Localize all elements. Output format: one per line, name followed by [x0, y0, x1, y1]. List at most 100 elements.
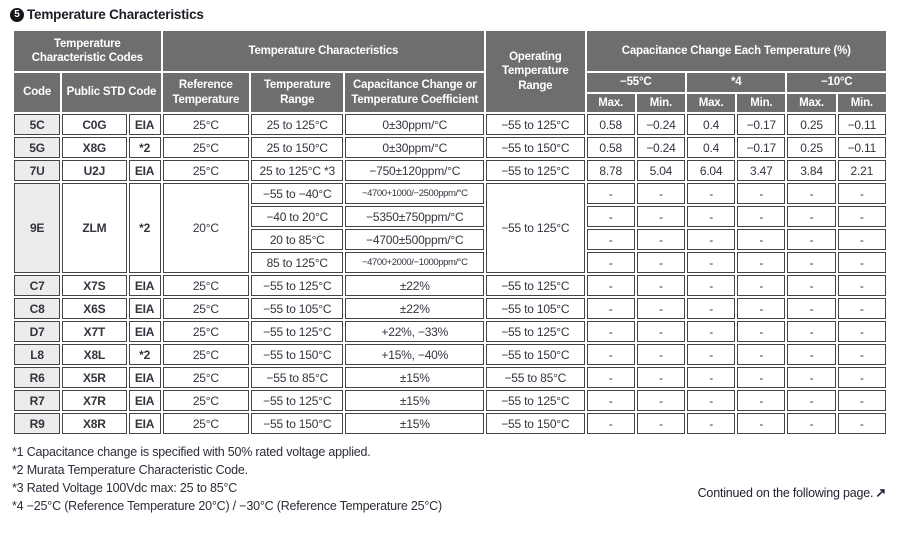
table-cell: -	[586, 298, 635, 319]
table-row: 5G X8G *2 25°C 25 to 150°C 0±30ppm/°C −55 to 1…	[14, 137, 886, 158]
table-cell: EIA	[128, 413, 161, 434]
table-cell: EIA	[128, 390, 161, 411]
table-cell: -	[686, 390, 736, 411]
table-row: D7 X7T EIA 25°C −55 to 125°C +22%, −33% −55 to…	[14, 321, 886, 342]
temperature-characteristics-table: Temperature Characteristic Codes Tempera…	[12, 29, 888, 436]
table-cell: -	[686, 229, 736, 250]
code-cell: C7	[14, 275, 61, 296]
table-cell: 25°C	[162, 367, 250, 388]
table-cell: 0.25	[787, 137, 836, 158]
table-cell: 5.04	[636, 160, 685, 181]
table-cell: -	[737, 321, 786, 342]
table-cell: 25 to 125°C *3	[251, 160, 344, 181]
table-cell: X7S	[62, 275, 127, 296]
table-cell: -	[737, 413, 786, 434]
table-row: L8 X8L *2 25°C −55 to 150°C +15%, −40% −55 to …	[14, 344, 886, 365]
header-col-minus55: −55°C	[586, 73, 685, 92]
table-cell: -	[686, 344, 736, 365]
table-cell: 20°C	[162, 183, 250, 273]
table-cell: -	[586, 367, 635, 388]
table-cell: -	[636, 321, 685, 342]
table-cell: -	[686, 183, 736, 204]
table-cell: −4700+2000/−1000ppm/°C	[345, 252, 485, 273]
header-max-1: Max.	[586, 94, 635, 112]
table-cell: −40 to 20°C	[251, 206, 344, 227]
table-cell: −55 to 125°C	[486, 183, 585, 273]
table-cell: -	[737, 298, 786, 319]
header-temp-characteristics: Temperature Characteristics	[162, 31, 485, 71]
table-cell: -	[737, 344, 786, 365]
table-row: 85 to 125°C −4700+2000/−1000ppm/°C - - - - - -	[14, 252, 886, 273]
table-cell: EIA	[128, 298, 161, 319]
table-cell: -	[586, 229, 635, 250]
table-cell: -	[837, 298, 886, 319]
table-cell: −55 to 125°C	[251, 390, 344, 411]
table-cell: *2	[128, 183, 161, 273]
footnote-1: *1 Capacitance change is specified with …	[12, 445, 371, 459]
table-row: 9E ZLM *2 20°C −55 to −40°C −4700+1000/−2500p…	[14, 183, 886, 273]
table-cell: -	[787, 413, 836, 434]
table-cell: -	[636, 229, 685, 250]
table-cell: X8G	[62, 137, 127, 158]
table-cell: 0±30ppm/°C	[345, 114, 485, 135]
table-cell: −55 to 150°C	[486, 344, 585, 365]
header-col-star4: *4	[686, 73, 786, 92]
table-cell: ±22%	[345, 275, 485, 296]
table-cell: 0.25	[787, 114, 836, 135]
table-cell: -	[686, 367, 736, 388]
table-cell: -	[636, 367, 685, 388]
arrow-up-right-icon: ↗	[875, 485, 886, 500]
table-row: R9 X8R EIA 25°C −55 to 150°C ±15% −55 to 150°C…	[14, 413, 886, 434]
table-cell: 25°C	[162, 275, 250, 296]
table-cell: EIA	[128, 160, 161, 181]
table-cell: −55 to 85°C	[251, 367, 344, 388]
table-cell: -	[586, 390, 635, 411]
code-cell: D7	[14, 321, 61, 342]
table-cell: 25 to 125°C	[251, 114, 344, 135]
table-cell: 25°C	[162, 160, 250, 181]
table-cell: 0.4	[686, 137, 736, 158]
table-cell: -	[737, 367, 786, 388]
table-row: 20 to 85°C −4700±500ppm/°C - - - - - -	[14, 229, 886, 250]
table-cell: -	[837, 344, 886, 365]
table-cell: -	[586, 413, 635, 434]
table-cell: 25 to 150°C	[251, 137, 344, 158]
table-cell: -	[737, 252, 786, 273]
header-max-3: Max.	[787, 94, 836, 112]
table-cell: -	[636, 206, 685, 227]
table-cell: -	[636, 298, 685, 319]
table-cell: -	[837, 275, 886, 296]
table-cell: -	[737, 206, 786, 227]
header-min-3: Min.	[837, 94, 886, 112]
table-cell: -	[737, 390, 786, 411]
table-cell: -	[787, 229, 836, 250]
table-cell: 25°C	[162, 344, 250, 365]
table-cell: 25°C	[162, 298, 250, 319]
table-cell: −55 to 150°C	[486, 137, 585, 158]
table-cell: ±15%	[345, 390, 485, 411]
table-cell: −4700±500ppm/°C	[345, 229, 485, 250]
header-operating-temp-range: Operating Temperature Range	[486, 31, 585, 112]
table-cell: −55 to 125°C	[486, 321, 585, 342]
table-cell: −55 to 150°C	[486, 413, 585, 434]
table-cell: -	[686, 321, 736, 342]
header-temperature-range: Temperature Range	[251, 73, 344, 112]
table-cell: -	[787, 183, 836, 204]
table-cell: 0.58	[586, 114, 635, 135]
table-cell: -	[686, 275, 736, 296]
header-cap-change-or-coeff: Capacitance Change or Temperature Coeffi…	[345, 73, 485, 112]
code-cell: L8	[14, 344, 61, 365]
table-cell: 6.04	[686, 160, 736, 181]
table-cell: -	[686, 252, 736, 273]
table-cell: -	[837, 321, 886, 342]
table-cell: −55 to −40°C	[251, 183, 344, 204]
header-min-1: Min.	[636, 94, 685, 112]
header-row-1: Temperature Characteristic Codes Tempera…	[14, 31, 886, 112]
code-cell: 5G	[14, 137, 61, 158]
table-cell: -	[586, 275, 635, 296]
table-cell: ±22%	[345, 298, 485, 319]
footnote-4: *4 −25°C (Reference Temperature 20°C) / …	[12, 499, 442, 513]
table-cell: ±15%	[345, 413, 485, 434]
table-cell: 20 to 85°C	[251, 229, 344, 250]
table-cell: -	[737, 229, 786, 250]
